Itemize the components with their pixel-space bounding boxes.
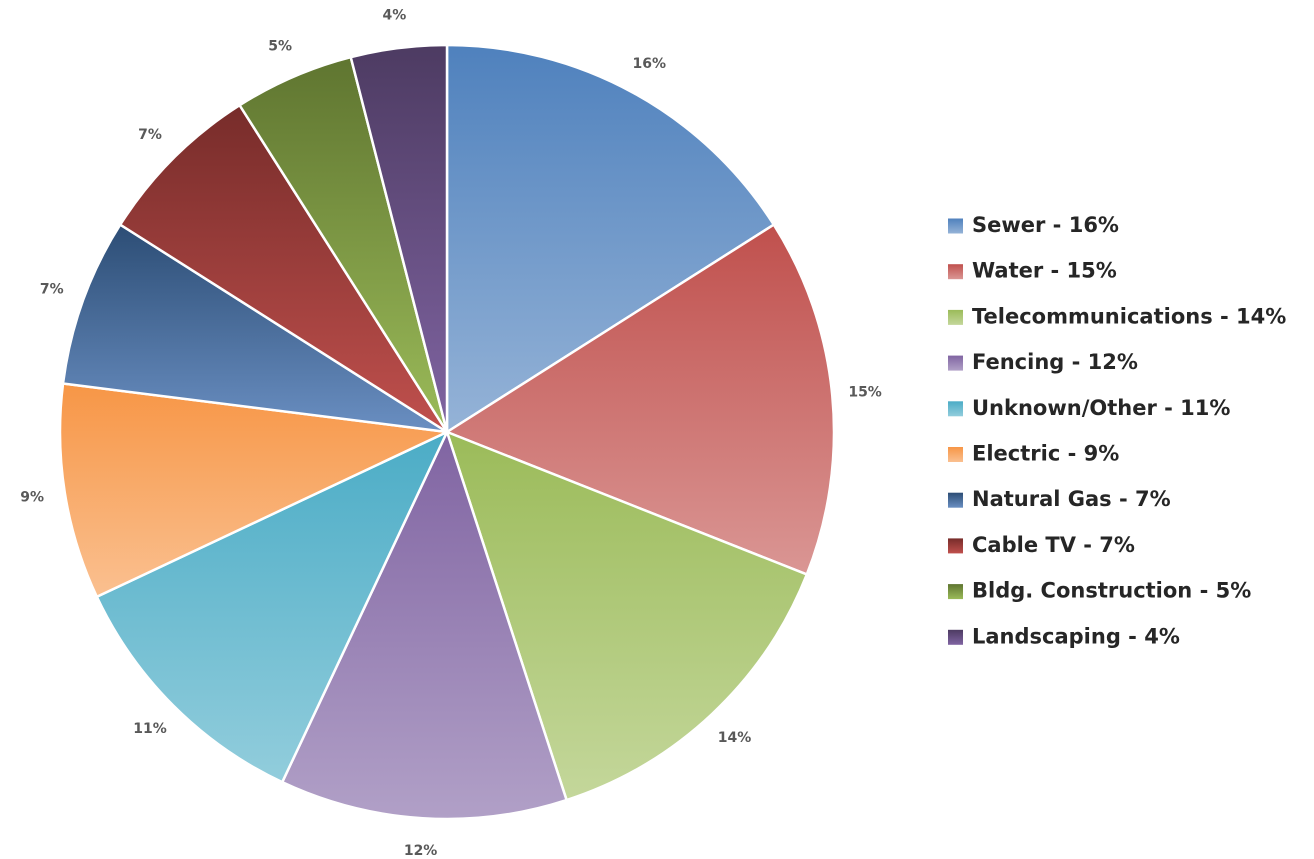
pie-slice-natural-gas bbox=[61, 223, 449, 434]
legend-item-telecommunications: Telecommunications - 14% bbox=[948, 304, 1286, 328]
legend-swatch-electric bbox=[948, 447, 963, 462]
legend-swatch-fencing bbox=[948, 355, 963, 371]
legend-label-bldg-construction: Bldg. Construction - 5% bbox=[972, 579, 1251, 603]
legend-label-cable-tv: Cable TV - 7% bbox=[972, 533, 1135, 557]
legend-swatch-natural-gas bbox=[948, 492, 963, 508]
pie-slice-landscaping bbox=[349, 43, 449, 434]
legend-item-bldg-construction: Bldg. Construction - 5% bbox=[948, 579, 1251, 603]
legend-label-water: Water - 15% bbox=[972, 259, 1117, 283]
slice-label-sewer: 16% bbox=[633, 56, 667, 72]
legend: Sewer - 16% Water - 15% Telecommunications… bbox=[948, 213, 1286, 648]
pie-slice-sewer bbox=[445, 43, 775, 434]
legend-swatch-unknown-other bbox=[948, 401, 963, 417]
pie-slice-unknown-other bbox=[95, 430, 449, 784]
legend-label-natural-gas: Natural Gas - 7% bbox=[972, 487, 1171, 511]
legend-swatch-bldg-construction bbox=[948, 584, 963, 600]
legend-label-sewer: Sewer - 16% bbox=[972, 213, 1119, 237]
legend-swatch-landscaping bbox=[948, 629, 963, 645]
legend-label-unknown-other: Unknown/Other - 11% bbox=[972, 396, 1230, 420]
legend-label-landscaping: Landscaping - 4% bbox=[972, 624, 1180, 648]
legend-item-landscaping: Landscaping - 4% bbox=[948, 624, 1180, 648]
legend-item-unknown-other: Unknown/Other - 11% bbox=[948, 396, 1230, 420]
pie-slice-fencing bbox=[280, 430, 568, 821]
legend-item-electric: Electric - 9% bbox=[948, 442, 1119, 466]
slice-label-telecommunications: 14% bbox=[718, 730, 752, 746]
legend-item-water: Water - 15% bbox=[948, 259, 1117, 283]
legend-item-cable-tv: Cable TV - 7% bbox=[948, 533, 1135, 557]
legend-label-electric: Electric - 9% bbox=[972, 442, 1119, 466]
legend-label-telecommunications: Telecommunications - 14% bbox=[972, 304, 1286, 328]
pie-slices bbox=[58, 43, 836, 821]
pie-slice-electric bbox=[58, 382, 449, 599]
slice-label-water: 15% bbox=[848, 385, 882, 401]
slice-label-fencing: 12% bbox=[404, 843, 438, 859]
slice-label-bldg-construction: 5% bbox=[268, 39, 292, 55]
slice-labels: 16% 15% 14% 12% 11% 9% 7% 7% 5% 4% bbox=[20, 7, 882, 859]
legend-swatch-sewer bbox=[948, 218, 963, 234]
legend-item-sewer: Sewer - 16% bbox=[948, 213, 1119, 237]
slice-label-unknown-other: 11% bbox=[133, 721, 167, 737]
slice-label-electric: 9% bbox=[20, 490, 44, 506]
legend-label-fencing: Fencing - 12% bbox=[972, 350, 1138, 374]
pie-slice-water bbox=[445, 223, 836, 576]
legend-item-fencing: Fencing - 12% bbox=[948, 350, 1138, 374]
legend-swatch-cable-tv bbox=[948, 538, 963, 554]
slice-label-landscaping: 4% bbox=[383, 7, 407, 23]
legend-item-natural-gas: Natural Gas - 7% bbox=[948, 487, 1171, 511]
legend-swatch-water bbox=[948, 264, 963, 280]
pie-slice-cable-tv bbox=[119, 104, 449, 434]
slice-label-natural-gas: 7% bbox=[40, 282, 64, 298]
legend-swatch-telecommunications bbox=[948, 309, 963, 325]
slice-label-cable-tv: 7% bbox=[138, 127, 162, 143]
